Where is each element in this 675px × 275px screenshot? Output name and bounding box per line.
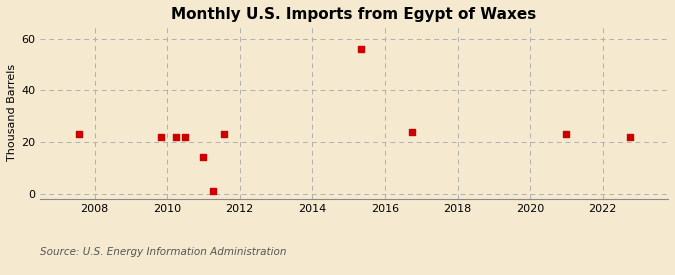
Point	[207, 189, 218, 193]
Point	[74, 132, 84, 136]
Point	[561, 132, 572, 136]
Point	[171, 135, 182, 139]
Point	[180, 135, 191, 139]
Text: Source: U.S. Energy Information Administration: Source: U.S. Energy Information Administ…	[40, 247, 287, 257]
Point	[407, 130, 418, 134]
Y-axis label: Thousand Barrels: Thousand Barrels	[7, 64, 17, 161]
Point	[624, 135, 635, 139]
Point	[355, 47, 366, 51]
Point	[155, 135, 166, 139]
Title: Monthly U.S. Imports from Egypt of Waxes: Monthly U.S. Imports from Egypt of Waxes	[171, 7, 537, 22]
Point	[219, 132, 230, 136]
Point	[198, 155, 209, 160]
